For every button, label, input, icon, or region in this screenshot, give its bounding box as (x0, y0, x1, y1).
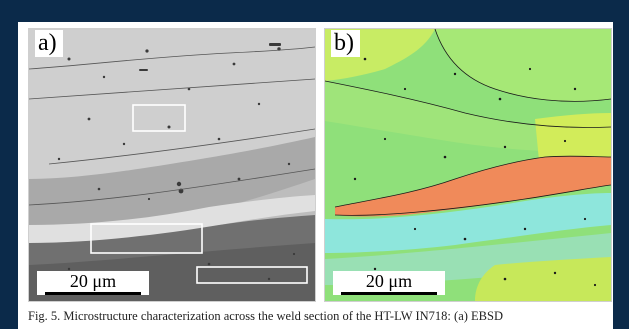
ebsd-orientation-map-image (325, 29, 611, 301)
panel-a-label: a) (35, 30, 63, 57)
panel-a-scale-bar: 20 μm (37, 271, 149, 295)
figure-page: a) 20 μm (18, 22, 613, 329)
panel-a-scale-bar-text: 20 μm (69, 271, 117, 291)
panel-a-sem-micrograph: a) 20 μm (28, 28, 316, 302)
sem-micrograph-image (29, 29, 315, 301)
figure-caption: Fig. 5. Microstructure characterization … (28, 309, 503, 323)
panel-b-scale-bar-text: 20 μm (365, 271, 413, 291)
panel-b-ebsd-map: b) 20 μm (324, 28, 612, 302)
panel-b-scale-bar: 20 μm (333, 271, 445, 295)
panel-a-scale-bar-line (45, 292, 141, 295)
panel-b-scale-bar-line (341, 292, 437, 295)
panel-b-label: b) (331, 30, 360, 57)
